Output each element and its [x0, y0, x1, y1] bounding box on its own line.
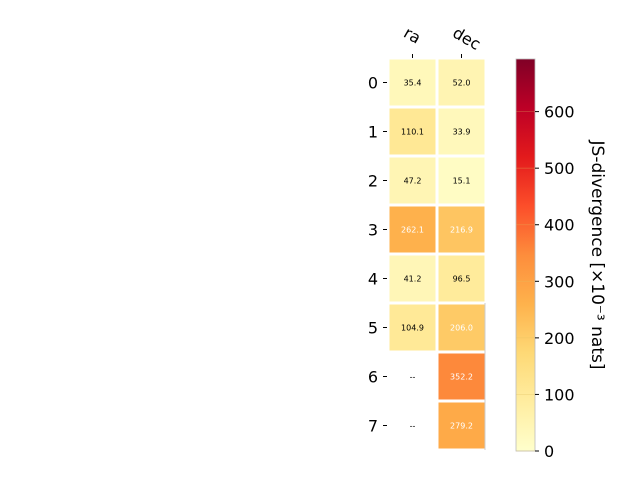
heatmap-cell: [438, 59, 485, 106]
colorbar-tick-label: 200: [544, 329, 575, 348]
colorbar-tick-label: 100: [544, 385, 575, 404]
y-axis: 0 1 2 3 4 5 6 7: [368, 74, 387, 436]
cell-value-label: 279.2: [450, 422, 473, 431]
colorbar-label: JS-divergence [×10⁻³ nats]: [587, 140, 607, 370]
y-tick-label: 3: [368, 221, 378, 240]
cell-value-label: 41.2: [404, 275, 422, 284]
cell-value-label: 96.5: [453, 275, 471, 284]
heatmap-cell: [438, 157, 485, 204]
colorbar: 0 100 200 300 400 500 600 JS-divergence [×10⁻³…: [515, 58, 607, 461]
y-tick-label: 1: [368, 123, 378, 142]
cell-value-label: 104.9: [401, 324, 424, 333]
cell-value-label: --: [410, 422, 416, 431]
x-tick-label: ra: [401, 23, 425, 48]
cell-value-label: 262.1: [401, 226, 424, 235]
cell-value-label: 35.4: [404, 79, 422, 88]
cell-value-label: 33.9: [453, 128, 471, 137]
cell-value-label: 52.0: [453, 79, 471, 88]
cell-value-label: 206.0: [450, 324, 473, 333]
colorbar-tick-label: 600: [544, 103, 575, 122]
heatmap-cell: [389, 255, 436, 302]
y-tick-label: 0: [368, 74, 378, 93]
cell-value-label: --: [410, 373, 416, 382]
heatmap-cell: [389, 206, 436, 253]
y-tick-label: 7: [368, 417, 378, 436]
colorbar-tick-label: 400: [544, 216, 575, 235]
colorbar-tick-label: 0: [544, 442, 554, 461]
heatmap-cell: [389, 59, 436, 106]
cell-value-label: 110.1: [401, 128, 424, 137]
cell-value-label: 47.2: [404, 177, 422, 186]
cell-value-label: 15.1: [453, 177, 471, 186]
heatmap-cell: [389, 108, 436, 155]
cell-value-label: 216.9: [450, 226, 473, 235]
x-tick-label: dec: [450, 23, 484, 54]
y-tick-label: 4: [368, 270, 378, 289]
heatmap-cell: [438, 206, 485, 253]
heatmap-cell: [438, 304, 485, 351]
heatmap-cell: [438, 255, 485, 302]
colorbar-ticks: 0 100 200 300 400 500 600: [516, 103, 575, 461]
colorbar-tick-label: 500: [544, 159, 575, 178]
cell-value-label: 352.2: [450, 373, 473, 382]
heatmap-cells: 35.4 52.0 110.1 33.9 47.2 15.1 262.1 216.9 41.2 9…: [389, 59, 486, 450]
heatmap-cell: [438, 402, 485, 449]
heatmap-cell: [389, 304, 436, 351]
y-tick-label: 2: [368, 172, 378, 191]
colorbar-tick-label: 300: [544, 272, 575, 291]
x-axis: ra dec: [401, 23, 484, 58]
colorbar-gradient: [515, 58, 536, 452]
heatmap-cell: [438, 108, 485, 155]
heatmap-cell: [389, 157, 436, 204]
y-tick-label: 5: [368, 319, 378, 338]
heatmap-cell: [438, 353, 485, 400]
y-tick-label: 6: [368, 368, 378, 387]
